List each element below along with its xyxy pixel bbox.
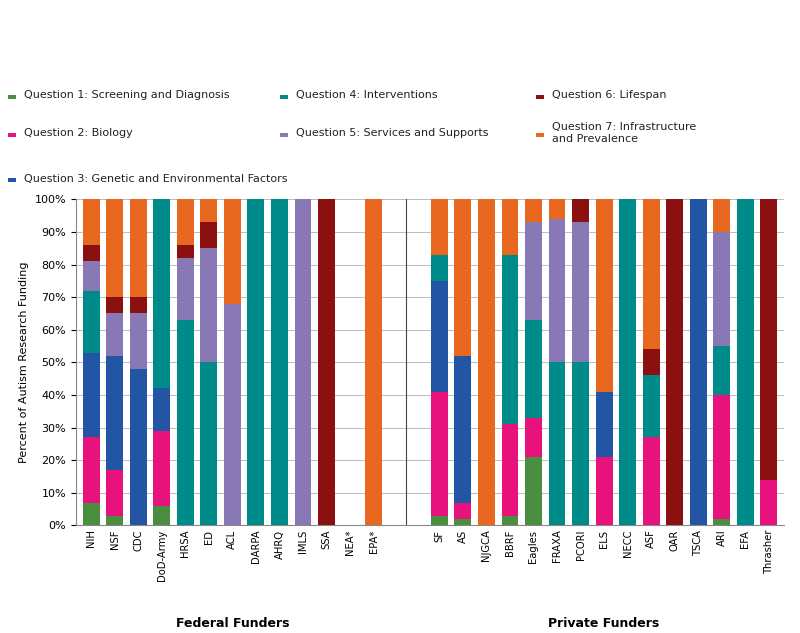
Text: Distribution of Funder Portfolios across IACC Strategic Plan Questions: Distribution of Funder Portfolios across… <box>110 41 690 55</box>
Bar <box>642 375 659 437</box>
Bar <box>619 199 636 525</box>
Bar <box>549 362 566 525</box>
Bar <box>83 261 100 291</box>
Bar <box>271 199 288 525</box>
Text: Question 5: Services and Supports: Question 5: Services and Supports <box>296 128 489 138</box>
Bar <box>431 199 448 255</box>
Bar <box>431 392 448 516</box>
Bar <box>224 199 241 304</box>
Bar <box>154 389 170 431</box>
Bar <box>130 199 147 297</box>
Bar <box>130 297 147 313</box>
Bar <box>431 255 448 281</box>
Bar <box>642 349 659 375</box>
Bar <box>714 519 730 525</box>
Bar <box>130 369 147 525</box>
Bar <box>106 297 123 313</box>
Bar <box>247 199 265 525</box>
Bar <box>536 133 544 137</box>
Bar <box>454 503 471 519</box>
Bar <box>595 199 613 392</box>
Bar <box>525 320 542 418</box>
Bar <box>502 199 518 255</box>
Bar <box>177 199 194 245</box>
Bar <box>595 392 613 457</box>
Bar <box>502 516 518 525</box>
Bar <box>690 199 706 525</box>
Bar <box>737 199 754 525</box>
Bar <box>106 470 123 516</box>
Bar <box>502 255 518 424</box>
Bar <box>83 245 100 261</box>
Bar <box>572 199 589 222</box>
Bar <box>83 437 100 503</box>
Bar <box>201 362 218 525</box>
Bar <box>106 516 123 525</box>
Bar <box>478 199 495 525</box>
Bar <box>83 353 100 437</box>
Bar <box>642 199 659 349</box>
Text: Federal Funders: Federal Funders <box>176 617 289 630</box>
Bar <box>525 457 542 525</box>
Bar <box>760 199 777 480</box>
Bar <box>572 222 589 362</box>
Bar <box>83 291 100 353</box>
Bar <box>154 199 170 389</box>
Bar <box>83 503 100 525</box>
Bar <box>714 346 730 395</box>
Bar <box>714 199 730 232</box>
Bar <box>318 199 335 525</box>
Bar <box>201 199 218 222</box>
Bar <box>83 199 100 245</box>
Bar <box>224 304 241 525</box>
Bar <box>201 222 218 248</box>
Bar <box>431 281 448 392</box>
Bar <box>454 519 471 525</box>
Bar <box>177 245 194 258</box>
Bar <box>714 232 730 346</box>
Bar <box>280 95 288 99</box>
Bar <box>365 199 382 525</box>
Bar <box>502 424 518 516</box>
Bar <box>454 356 471 503</box>
Bar <box>154 431 170 506</box>
Bar <box>572 362 589 525</box>
Bar <box>8 179 16 182</box>
Bar <box>106 313 123 356</box>
Bar <box>106 356 123 470</box>
Bar <box>294 199 311 525</box>
Bar <box>536 95 544 99</box>
Bar <box>642 437 659 525</box>
Bar <box>154 506 170 525</box>
Bar <box>714 395 730 519</box>
Text: 2019: 2019 <box>375 9 425 28</box>
Bar <box>549 199 566 219</box>
Text: Question 6: Lifespan: Question 6: Lifespan <box>552 90 666 100</box>
Bar <box>595 457 613 525</box>
Text: Question 4: Interventions: Question 4: Interventions <box>296 90 438 100</box>
Bar <box>666 199 683 525</box>
Bar <box>280 133 288 137</box>
Bar <box>760 480 777 525</box>
Text: Question 7: Infrastructure
and Prevalence: Question 7: Infrastructure and Prevalenc… <box>552 122 696 144</box>
Bar <box>177 320 194 525</box>
Text: Question 2: Biology: Question 2: Biology <box>24 128 133 138</box>
Bar <box>106 199 123 297</box>
Bar <box>525 199 542 222</box>
Bar <box>8 133 16 137</box>
Text: Question 1: Screening and Diagnosis: Question 1: Screening and Diagnosis <box>24 90 230 100</box>
Bar <box>177 258 194 320</box>
Y-axis label: Percent of Autism Research Funding: Percent of Autism Research Funding <box>19 261 29 463</box>
Bar <box>8 95 16 99</box>
Bar <box>130 313 147 369</box>
Text: Private Funders: Private Funders <box>549 617 660 630</box>
Bar <box>431 516 448 525</box>
Text: Question 3: Genetic and Environmental Factors: Question 3: Genetic and Environmental Fa… <box>24 173 287 184</box>
Bar <box>201 248 218 362</box>
Bar <box>454 199 471 356</box>
Bar <box>525 222 542 320</box>
Bar <box>525 418 542 457</box>
Bar <box>549 219 566 362</box>
